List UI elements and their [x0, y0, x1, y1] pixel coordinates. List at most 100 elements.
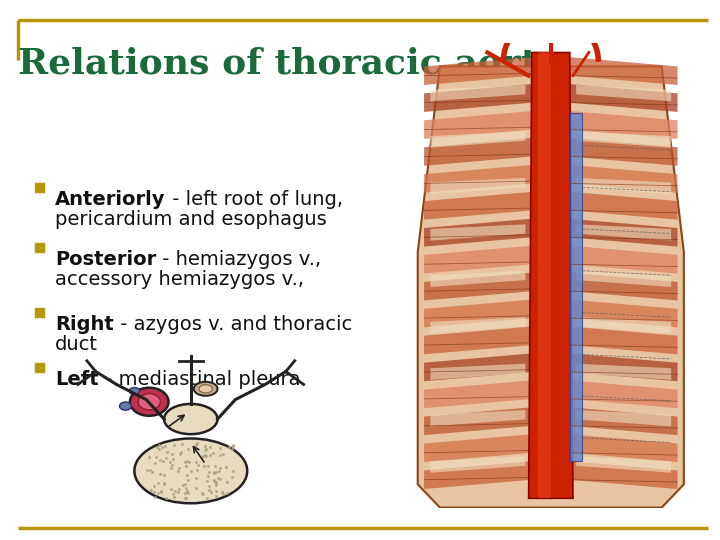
Point — [210, 477, 222, 486]
Polygon shape — [424, 111, 532, 139]
Ellipse shape — [129, 388, 140, 394]
Text: Relations of thoracic aorta: Relations of thoracic aorta — [18, 46, 561, 80]
Polygon shape — [570, 57, 678, 85]
Polygon shape — [538, 52, 551, 498]
Point — [207, 448, 218, 457]
Polygon shape — [424, 246, 532, 274]
Point — [153, 441, 164, 450]
Point — [212, 474, 224, 482]
Polygon shape — [576, 456, 671, 473]
Polygon shape — [424, 407, 532, 435]
Polygon shape — [576, 410, 671, 427]
Point — [152, 489, 163, 497]
Polygon shape — [570, 246, 678, 274]
Text: - mediastinal pleura: - mediastinal pleura — [99, 370, 300, 389]
Point — [180, 462, 192, 470]
Point — [213, 467, 225, 475]
Point — [150, 453, 162, 461]
Point — [158, 478, 170, 487]
Point — [166, 461, 178, 470]
Point — [199, 442, 211, 451]
Point — [179, 458, 191, 467]
Point — [166, 449, 178, 458]
Point — [203, 482, 215, 490]
Point — [161, 448, 173, 457]
Polygon shape — [570, 192, 678, 220]
Point — [181, 462, 192, 470]
Polygon shape — [431, 271, 526, 287]
Point — [197, 453, 208, 462]
Polygon shape — [424, 327, 532, 354]
Point — [228, 467, 239, 476]
Point — [179, 489, 191, 497]
Point — [202, 494, 213, 502]
Point — [164, 457, 176, 466]
Point — [172, 467, 184, 476]
Text: - azygos v. and thoracic: - azygos v. and thoracic — [114, 315, 352, 334]
Point — [215, 463, 226, 472]
Polygon shape — [431, 456, 526, 473]
Point — [181, 470, 193, 479]
Polygon shape — [431, 131, 526, 148]
Polygon shape — [431, 410, 526, 427]
Point — [145, 486, 157, 495]
Point — [204, 450, 216, 459]
Text: Right: Right — [55, 315, 114, 334]
Polygon shape — [424, 57, 532, 85]
Polygon shape — [570, 327, 678, 354]
Point — [211, 480, 222, 489]
Polygon shape — [424, 273, 532, 300]
Point — [215, 443, 226, 452]
Point — [215, 451, 226, 460]
Point — [190, 457, 202, 466]
Text: Left: Left — [55, 370, 99, 389]
Bar — [35, 362, 44, 372]
Point — [158, 480, 169, 488]
Polygon shape — [570, 219, 678, 247]
Text: Posterior: Posterior — [55, 250, 156, 269]
Point — [208, 476, 220, 485]
Polygon shape — [431, 224, 526, 241]
Polygon shape — [570, 84, 678, 112]
Polygon shape — [576, 131, 671, 148]
Point — [155, 488, 166, 496]
Point — [217, 490, 228, 498]
Point — [197, 451, 209, 460]
Point — [183, 457, 194, 466]
Point — [209, 477, 220, 485]
Point — [208, 467, 220, 476]
Point — [179, 480, 191, 489]
Point — [154, 470, 166, 478]
Point — [166, 484, 177, 493]
Polygon shape — [570, 434, 678, 462]
Ellipse shape — [164, 404, 217, 434]
Point — [156, 487, 167, 495]
Ellipse shape — [194, 382, 217, 396]
Point — [177, 481, 189, 490]
Point — [204, 443, 216, 451]
Point — [205, 487, 217, 496]
Point — [185, 466, 197, 475]
Point — [182, 476, 194, 485]
Point — [199, 451, 211, 460]
Polygon shape — [570, 407, 678, 435]
Polygon shape — [424, 192, 532, 220]
Text: Anteriorly: Anteriorly — [55, 190, 166, 209]
Point — [143, 453, 155, 461]
Point — [191, 465, 202, 474]
Point — [190, 484, 202, 492]
Polygon shape — [424, 380, 532, 408]
Point — [192, 439, 203, 448]
Polygon shape — [570, 165, 678, 193]
Polygon shape — [570, 380, 678, 408]
Point — [154, 456, 166, 464]
Point — [202, 462, 214, 471]
Point — [200, 444, 212, 453]
Point — [167, 455, 179, 463]
Point — [198, 462, 210, 471]
Point — [182, 489, 194, 497]
Point — [199, 446, 211, 454]
Polygon shape — [576, 224, 671, 241]
Polygon shape — [528, 52, 573, 498]
Point — [181, 457, 193, 465]
